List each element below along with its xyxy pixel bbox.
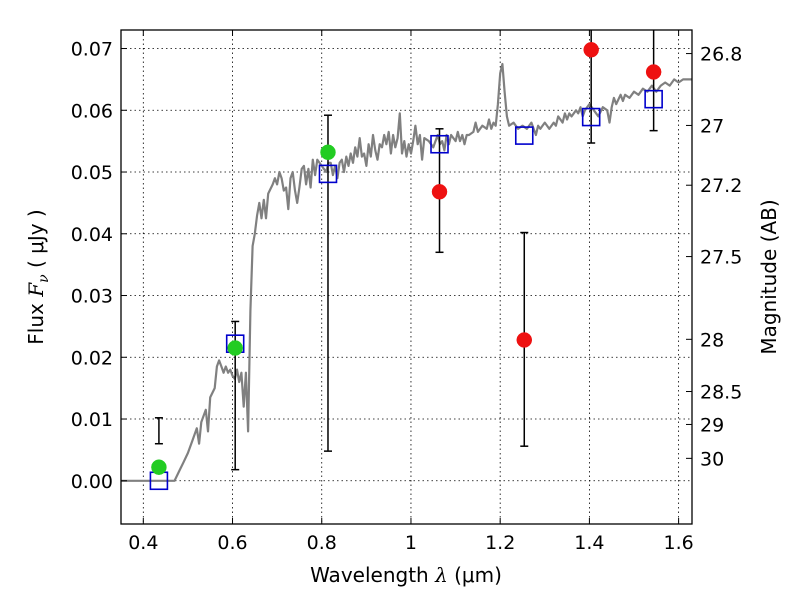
model-square-point [430, 134, 449, 154]
y-tick-label: 0.00 [71, 471, 113, 493]
mag-tick-label: 28 [700, 329, 724, 351]
y-axis-label-subscript: ν [36, 274, 52, 283]
mag-tick-label: 27.5 [700, 247, 742, 269]
x-tick-label: 1.6 [664, 532, 694, 554]
x-tick-label: 0.4 [128, 532, 158, 554]
y-tick-label: 0.07 [71, 39, 113, 61]
y-axis-label-symbol: F [24, 282, 48, 298]
mag-tick-label: 27.2 [700, 175, 742, 197]
y-tick-label: 0.01 [71, 409, 113, 431]
y-axis-label-unit: ( μJy ) [24, 209, 48, 268]
x-tick-label: 0.6 [217, 532, 247, 554]
observed-point [151, 459, 167, 475]
template-spectrum-line [121, 62, 692, 482]
mag-tick-label: 30 [700, 448, 724, 470]
x-axis-label-text: Wavelength [310, 563, 429, 587]
y-tick-label: 0.03 [71, 286, 113, 308]
observed-point [516, 332, 533, 348]
y-tick-label: 0.04 [71, 224, 113, 246]
model-square-point [581, 107, 601, 127]
y-axis-label: Flux Fν ( μJy ) [24, 209, 52, 344]
x-tick-label: 1.4 [574, 532, 604, 554]
y-tick-label: 0.06 [71, 100, 113, 122]
marker-layer [149, 42, 663, 491]
x-axis-label-symbol: λ [434, 563, 448, 587]
observed-point [320, 144, 336, 161]
observed-point [431, 184, 448, 200]
x-tick-label: 1.2 [485, 532, 515, 554]
model-square-point [318, 164, 338, 184]
y-axis-label-text: Flux [24, 303, 48, 345]
observed-point [227, 340, 243, 356]
errorbar-layer [154, 30, 658, 471]
y-tick-label: 0.05 [71, 162, 113, 184]
template-layer [121, 62, 692, 482]
mag-tick-label: 29 [700, 414, 724, 436]
model-square-point [514, 126, 534, 145]
x-tick-label: 1 [405, 532, 417, 554]
y2-axis-label: Magnitude (AB) [757, 199, 781, 354]
plot-frame [120, 29, 693, 525]
y-tick-label: 0.02 [71, 347, 113, 369]
mag-tick-label: 27 [700, 115, 724, 137]
tick-layer: 0.4 0.6 0.8 1 1.2 1.4 1.6 0.00 0.01 0.02 0.03 0.04 0… [71, 30, 742, 554]
observed-point [583, 42, 599, 58]
model-square-point [644, 89, 663, 109]
mag-tick-label: 26.8 [700, 44, 742, 66]
grid [121, 30, 692, 524]
x-axis-label-unit: (μm) [454, 563, 502, 587]
observed-point [645, 64, 662, 80]
mag-tick-label: 28.5 [700, 382, 742, 404]
x-axis-label: Wavelength λ (μm) [310, 563, 502, 587]
x-tick-label: 0.8 [307, 532, 337, 554]
